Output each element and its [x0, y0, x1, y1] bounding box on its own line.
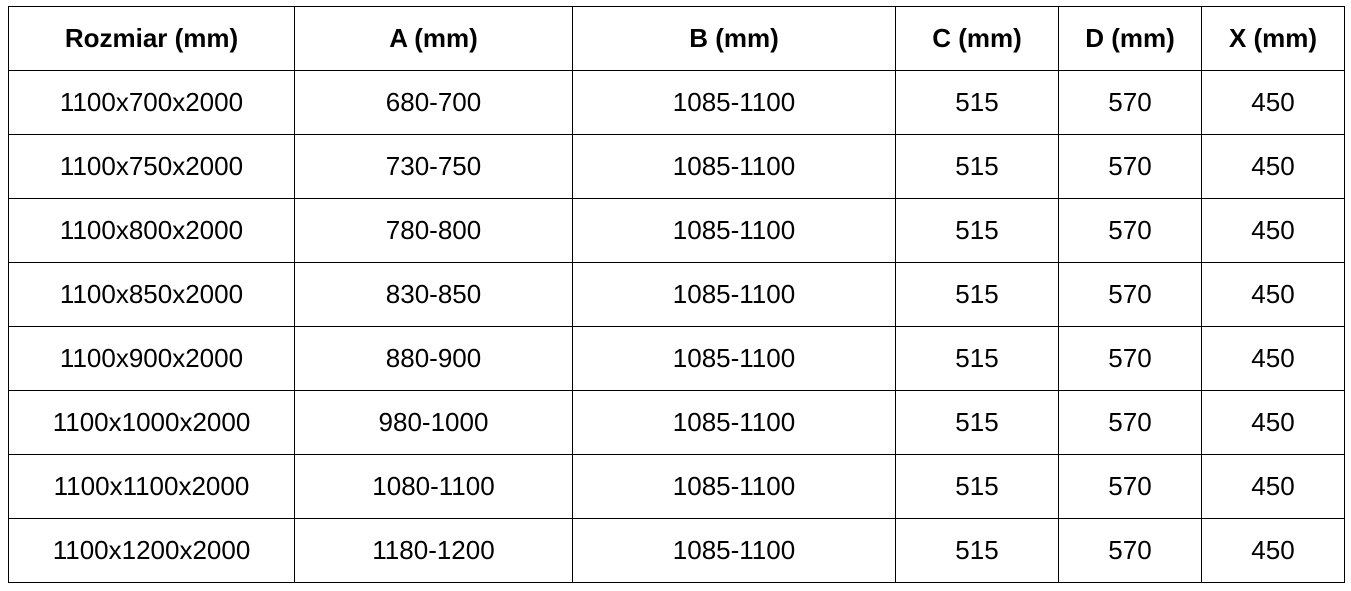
cell-d: 570: [1058, 134, 1202, 199]
cell-c: 515: [895, 326, 1059, 391]
cell-size: 1100x800x2000: [8, 198, 295, 263]
cell-a: 730-750: [294, 134, 573, 199]
cell-b: 1085-1100: [572, 390, 896, 455]
column-header-a: A (mm): [294, 6, 573, 71]
cell-d: 570: [1058, 70, 1202, 135]
column-header-size: Rozmiar (mm): [8, 6, 295, 71]
cell-x: 450: [1201, 70, 1345, 135]
cell-b: 1085-1100: [572, 262, 896, 327]
column-header-x: X (mm): [1201, 6, 1345, 71]
cell-b: 1085-1100: [572, 518, 896, 583]
cell-x: 450: [1201, 454, 1345, 519]
table-row: 1100x850x2000 830-850 1085-1100 515 570 450: [8, 262, 1345, 327]
table-row: 1100x1100x2000 1080-1100 1085-1100 515 570 45…: [8, 454, 1345, 519]
table-row: 1100x1000x2000 980-1000 1085-1100 515 570 450: [8, 390, 1345, 455]
cell-c: 515: [895, 198, 1059, 263]
cell-a: 780-800: [294, 198, 573, 263]
cell-a: 980-1000: [294, 390, 573, 455]
cell-size: 1100x1100x2000: [8, 454, 295, 519]
cell-a: 680-700: [294, 70, 573, 135]
cell-size: 1100x700x2000: [8, 70, 295, 135]
cell-d: 570: [1058, 326, 1202, 391]
table-row: 1100x900x2000 880-900 1085-1100 515 570 450: [8, 326, 1345, 391]
cell-x: 450: [1201, 518, 1345, 583]
cell-size: 1100x900x2000: [8, 326, 295, 391]
cell-a: 880-900: [294, 326, 573, 391]
column-header-d: D (mm): [1058, 6, 1202, 71]
cell-x: 450: [1201, 198, 1345, 263]
cell-x: 450: [1201, 134, 1345, 199]
cell-size: 1100x750x2000: [8, 134, 295, 199]
cell-size: 1100x1200x2000: [8, 518, 295, 583]
cell-x: 450: [1201, 326, 1345, 391]
dimensions-table: Rozmiar (mm) A (mm) B (mm) C (mm) D (mm) X (m…: [8, 6, 1345, 583]
cell-c: 515: [895, 134, 1059, 199]
cell-d: 570: [1058, 518, 1202, 583]
column-header-c: C (mm): [895, 6, 1059, 71]
cell-size: 1100x850x2000: [8, 262, 295, 327]
cell-d: 570: [1058, 454, 1202, 519]
cell-b: 1085-1100: [572, 198, 896, 263]
cell-d: 570: [1058, 262, 1202, 327]
cell-d: 570: [1058, 390, 1202, 455]
cell-a: 830-850: [294, 262, 573, 327]
cell-x: 450: [1201, 390, 1345, 455]
cell-c: 515: [895, 454, 1059, 519]
cell-a: 1180-1200: [294, 518, 573, 583]
cell-c: 515: [895, 390, 1059, 455]
cell-c: 515: [895, 70, 1059, 135]
column-header-b: B (mm): [572, 6, 896, 71]
cell-b: 1085-1100: [572, 326, 896, 391]
cell-size: 1100x1000x2000: [8, 390, 295, 455]
cell-b: 1085-1100: [572, 134, 896, 199]
cell-c: 515: [895, 262, 1059, 327]
table-row: 1100x700x2000 680-700 1085-1100 515 570 450: [8, 70, 1345, 135]
table-row: 1100x1200x2000 1180-1200 1085-1100 515 570 45…: [8, 518, 1345, 583]
cell-c: 515: [895, 518, 1059, 583]
cell-d: 570: [1058, 198, 1202, 263]
cell-a: 1080-1100: [294, 454, 573, 519]
cell-x: 450: [1201, 262, 1345, 327]
table-row: 1100x750x2000 730-750 1085-1100 515 570 450: [8, 134, 1345, 199]
cell-b: 1085-1100: [572, 454, 896, 519]
cell-b: 1085-1100: [572, 70, 896, 135]
table-row: 1100x800x2000 780-800 1085-1100 515 570 450: [8, 198, 1345, 263]
header-row: Rozmiar (mm) A (mm) B (mm) C (mm) D (mm) X (m…: [8, 6, 1345, 71]
